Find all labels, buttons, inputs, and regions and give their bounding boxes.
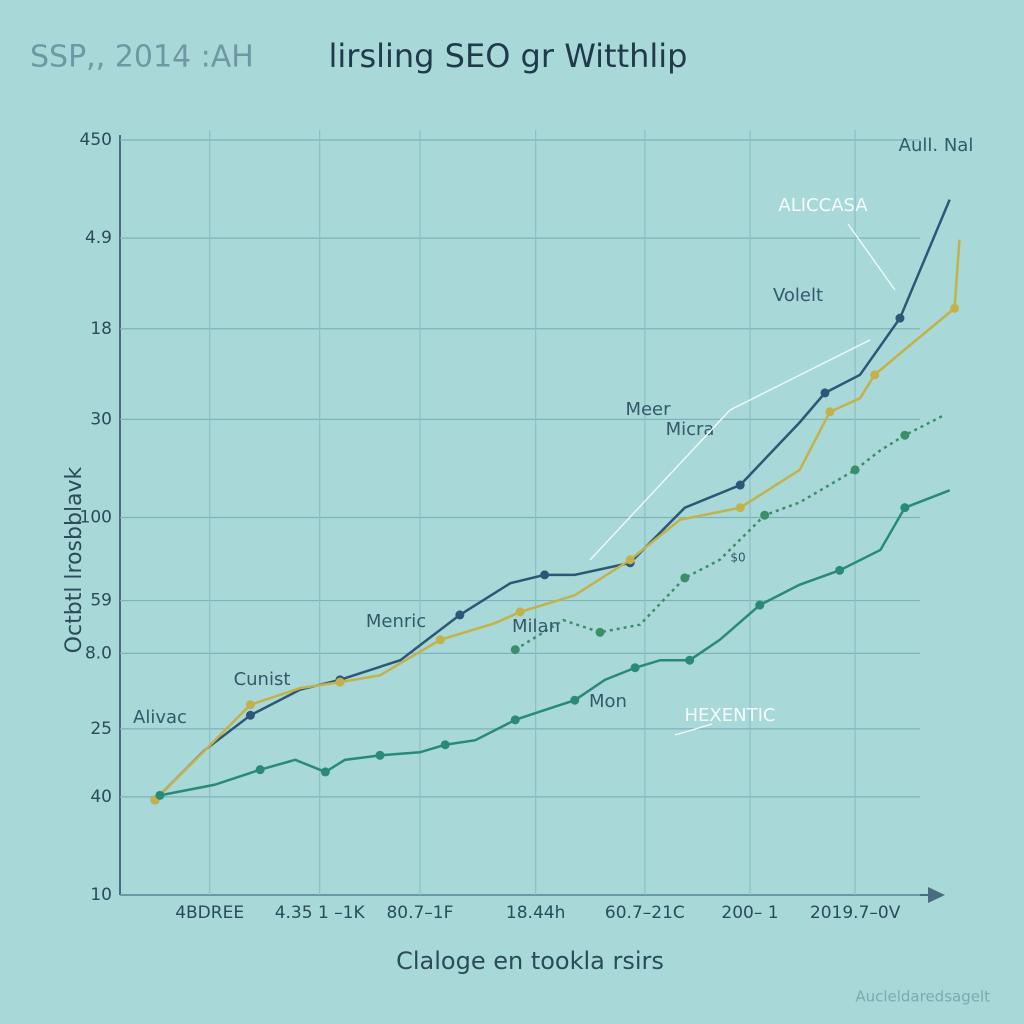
point (895, 313, 905, 323)
annotation: HEXENTIC (685, 705, 776, 726)
x-tick-label: 4BDREE (175, 903, 244, 923)
series-line (159, 489, 951, 797)
annotation: Volelt (773, 285, 823, 306)
y-tick-label: 30 (90, 409, 112, 429)
point (455, 610, 465, 620)
x-tick-label: 80.7–1F (386, 903, 453, 923)
point (685, 655, 695, 665)
point (570, 695, 580, 705)
point (950, 303, 960, 313)
point (625, 555, 635, 565)
point (155, 790, 165, 800)
point (255, 765, 265, 775)
y-tick-label: 450 (80, 130, 112, 150)
annotation: Meer (625, 399, 671, 420)
point (735, 503, 745, 513)
x-axis-label: Claloge en tookla rsirs (396, 947, 664, 975)
annotation: Cunist (234, 669, 291, 690)
point (735, 480, 745, 490)
point (835, 565, 845, 575)
y-tick-label: 10 (90, 885, 112, 905)
leader-line (729, 339, 871, 411)
series-line (154, 239, 961, 801)
annotation: Menric (366, 611, 426, 632)
point (850, 465, 860, 475)
leader-line (847, 223, 896, 291)
y-tick-label: 40 (90, 787, 112, 807)
point (375, 750, 385, 760)
y-tick-label: 100 (80, 508, 112, 528)
annotation: $0 (730, 551, 745, 565)
y-tick-label: 18 (90, 319, 112, 339)
chart-title: lirsling SEO gr Witthlip (329, 37, 688, 75)
annotation: Alivac (133, 707, 187, 728)
point (755, 600, 765, 610)
annotation: Milan (512, 616, 560, 637)
x-tick-label: 200– 1 (721, 903, 778, 923)
y-axis-label: Octbtl lrosbblavk (62, 466, 87, 653)
point (540, 570, 550, 580)
point (245, 710, 255, 720)
point (440, 740, 450, 750)
leader-line (589, 409, 731, 561)
axis-arrow (928, 887, 945, 903)
point (595, 627, 605, 637)
y-tick-label: 59 (90, 591, 112, 611)
point (825, 407, 835, 417)
y-tick-label: 8.0 (85, 643, 112, 663)
point (510, 715, 520, 725)
annotation: Micra (666, 419, 715, 440)
point (870, 370, 880, 380)
annotation: ALICCASA (778, 195, 868, 216)
point (245, 700, 255, 710)
series-line (154, 199, 951, 801)
point (335, 677, 345, 687)
point (510, 645, 520, 655)
point (435, 635, 445, 645)
y-tick-label: 25 (90, 719, 112, 739)
point (900, 430, 910, 440)
leader-line (674, 723, 713, 736)
annotation: Mon (589, 691, 627, 712)
x-tick-label: 18.44h (506, 903, 565, 923)
annotation: Aull. Nal (899, 135, 974, 156)
point (760, 510, 770, 520)
point (680, 573, 690, 583)
point (630, 663, 640, 673)
point (820, 388, 830, 398)
point (515, 607, 525, 617)
x-tick-label: 2019.7–0V (810, 903, 901, 923)
y-tick-label: 4.9 (85, 228, 112, 248)
x-tick-label: 4.35 1 –1K (275, 903, 366, 923)
footer: Aucleldaredsagelt (855, 988, 990, 1006)
point (320, 767, 330, 777)
point (900, 503, 910, 513)
x-tick-label: 60.7–21C (605, 903, 685, 923)
chart-subtitle: SSP,, 2014 :AH (30, 40, 254, 75)
series-line (514, 413, 946, 651)
